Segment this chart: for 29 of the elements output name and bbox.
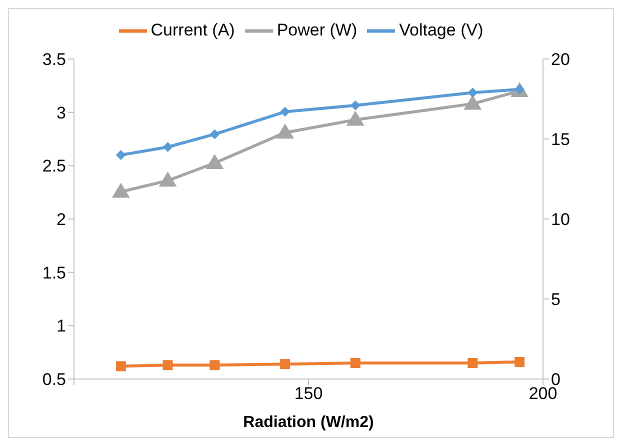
y2-tick-label: 5 — [551, 290, 560, 310]
point — [346, 110, 364, 126]
y-tick-label: 1 — [56, 316, 66, 336]
point — [464, 94, 482, 110]
legend-label: Current (A) — [150, 20, 235, 40]
x-tick-label: 150 — [294, 384, 323, 404]
legend-label: Power (W) — [276, 20, 358, 40]
point — [276, 124, 294, 139]
y2-tick-label: 15 — [551, 130, 570, 150]
y-tick-label: 0.5 — [42, 370, 66, 390]
x-axis-title: Radiation (W/m2) — [243, 414, 374, 431]
point — [112, 182, 130, 198]
x-tick-label: 200 — [528, 384, 558, 404]
y2-tick-label: 10 — [551, 210, 570, 230]
y-tick-label: 2 — [56, 210, 66, 230]
y-tick-label: 1.5 — [42, 263, 66, 282]
point — [206, 154, 224, 169]
point — [116, 150, 126, 160]
point — [210, 129, 220, 140]
y-tick-label: 2.5 — [42, 156, 66, 176]
y-tick-label: 3.5 — [42, 50, 66, 70]
point — [350, 100, 360, 110]
y-tick-label: 3 — [56, 103, 66, 122]
point — [162, 142, 173, 152]
point — [158, 172, 177, 187]
point — [280, 106, 290, 117]
point — [468, 88, 478, 98]
y2-tick-label: 20 — [551, 50, 570, 70]
legend-label: Voltage (V) — [399, 20, 484, 40]
